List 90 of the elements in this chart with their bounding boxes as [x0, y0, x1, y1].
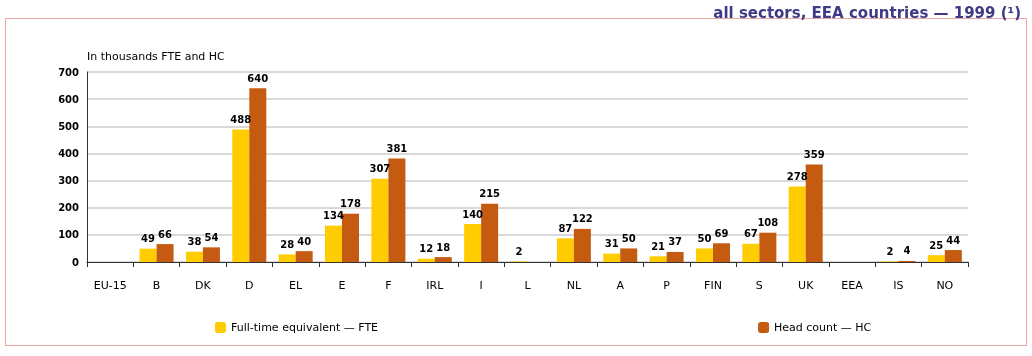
x-tick-label: L — [524, 279, 532, 292]
y-tick-label: 700 — [58, 66, 80, 78]
data-label: 31 — [604, 238, 619, 250]
x-tick-label: NL — [566, 279, 582, 292]
bar — [185, 251, 203, 262]
data-label: 640 — [247, 72, 269, 84]
x-tick-label: UK — [798, 279, 815, 292]
bar — [295, 251, 313, 262]
y-tick-label: 200 — [58, 202, 80, 214]
bar — [712, 243, 730, 262]
bar — [202, 247, 220, 262]
x-tick-label: F — [385, 279, 392, 292]
x-tick-label: DK — [195, 279, 212, 292]
bar — [742, 243, 760, 262]
data-label: 359 — [803, 149, 825, 161]
x-tick-label: B — [152, 279, 161, 292]
data-label: 215 — [479, 188, 501, 200]
y-tick-label: 400 — [58, 147, 80, 159]
data-label: 87 — [558, 222, 573, 234]
data-label: 40 — [297, 235, 312, 247]
x-tick-label: P — [663, 279, 671, 292]
y-tick-label: 100 — [58, 229, 80, 241]
data-label: 21 — [651, 240, 666, 252]
bar — [603, 253, 621, 262]
x-tick-label: EU-15 — [93, 279, 127, 292]
bar — [927, 255, 945, 262]
data-label: 44 — [946, 234, 961, 246]
bar — [325, 225, 343, 262]
data-label: 178 — [340, 198, 361, 210]
data-label: 54 — [204, 231, 219, 243]
x-tick-label: A — [616, 279, 625, 292]
data-label: 122 — [571, 213, 593, 225]
legend-label: Head count — HC — [774, 321, 872, 334]
x-tick-label: FIN — [704, 279, 722, 292]
legend-label: Full-time equivalent — FTE — [231, 321, 379, 334]
x-tick-label: E — [338, 279, 346, 292]
x-tick-label: EEA — [841, 279, 864, 292]
data-label: 37 — [668, 236, 683, 248]
data-label: 49 — [141, 233, 156, 245]
x-tick-label: I — [479, 279, 483, 292]
bar — [388, 158, 406, 262]
x-tick-label: D — [245, 279, 254, 292]
bar — [249, 88, 267, 262]
bar — [464, 224, 482, 262]
bar — [156, 244, 174, 262]
bar — [944, 250, 962, 262]
bar — [434, 257, 452, 262]
bar — [232, 129, 250, 262]
bar — [620, 248, 638, 262]
y-tick-label: 600 — [58, 93, 80, 105]
bar — [139, 248, 157, 262]
data-label: 67 — [743, 228, 758, 240]
bar — [481, 203, 499, 262]
data-label: 69 — [714, 227, 729, 239]
bar — [371, 178, 389, 262]
bar — [759, 232, 777, 262]
bar — [573, 228, 591, 262]
data-label: 4 — [903, 245, 911, 257]
x-tick-label: IS — [893, 279, 904, 292]
y-tick-label: 500 — [58, 120, 80, 132]
data-label: 38 — [187, 236, 202, 248]
data-label: 50 — [621, 232, 636, 244]
chart-title: all sectors, EEA countries — 1999 (¹) — [713, 3, 1022, 22]
data-label: 134 — [323, 210, 344, 222]
bar — [278, 254, 296, 262]
x-tick-label: EL — [289, 279, 304, 292]
data-label: 2 — [886, 245, 894, 257]
data-label: 25 — [929, 239, 944, 251]
bar — [666, 251, 684, 262]
x-tick-label: NO — [936, 279, 954, 292]
data-label: 12 — [419, 243, 434, 255]
data-label: 18 — [436, 241, 451, 253]
bar — [805, 164, 823, 262]
x-tick-label: S — [755, 279, 763, 292]
data-label: 108 — [757, 217, 779, 229]
data-label: 2 — [515, 245, 523, 257]
bar — [649, 256, 667, 262]
bar — [788, 186, 806, 262]
y-axis-title: In thousands FTE and HC — [87, 50, 226, 63]
data-label: 66 — [158, 228, 173, 240]
y-tick-label: 0 — [72, 256, 80, 268]
data-label: 381 — [386, 143, 408, 155]
bar — [556, 238, 574, 262]
x-tick-label: IRL — [426, 279, 445, 292]
data-label: 28 — [280, 238, 295, 250]
bar — [695, 248, 713, 262]
y-tick-label: 300 — [58, 175, 80, 187]
bar — [342, 213, 360, 262]
data-label: 50 — [697, 232, 712, 244]
bar — [417, 258, 435, 262]
